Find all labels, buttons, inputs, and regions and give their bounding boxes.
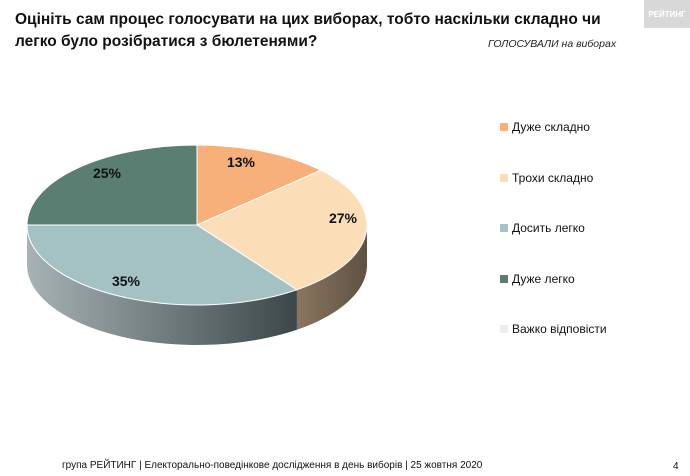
legend-item: Важко відповісти xyxy=(500,322,607,336)
legend-swatch xyxy=(500,123,508,131)
legend-item: Дуже складно xyxy=(500,120,590,134)
chart-subtitle: ГОЛОСУВАЛИ на виборах xyxy=(488,38,617,50)
footer-text: група РЕЙТИНГ | Електорально-поведінкове… xyxy=(62,460,483,471)
pie-slice-1 xyxy=(195,169,368,291)
logo: РЕЙТИНГ xyxy=(644,0,690,28)
data-label: 27% xyxy=(329,210,358,226)
data-label: 13% xyxy=(227,154,256,170)
page-number: 4 xyxy=(673,461,679,472)
legend-item: Трохи складно xyxy=(500,171,593,185)
legend-label: Дуже легко xyxy=(512,271,575,286)
pie-slice-3 xyxy=(26,144,198,226)
pie-side-1 xyxy=(296,225,367,330)
chart-title: Оцініть сам процес голосувати на цих виб… xyxy=(15,11,601,50)
data-label: 35% xyxy=(112,273,141,289)
legend-label: Важко відповісти xyxy=(512,322,607,336)
pie-side-2 xyxy=(27,225,297,345)
legend-label: Трохи складно xyxy=(512,170,594,185)
legend-label: Дуже складно xyxy=(512,120,590,134)
legend-swatch xyxy=(500,325,508,333)
legend-label: Досить легко xyxy=(512,221,585,235)
legend-swatch xyxy=(500,274,508,283)
pie-slice-0 xyxy=(196,144,323,226)
legend-item: Дуже легко xyxy=(500,272,575,286)
legend-swatch xyxy=(500,224,508,232)
legend-swatch xyxy=(500,173,508,182)
legend-item: Досить легко xyxy=(500,221,585,235)
data-label: 25% xyxy=(93,165,122,181)
pie-slice-2 xyxy=(26,224,299,306)
